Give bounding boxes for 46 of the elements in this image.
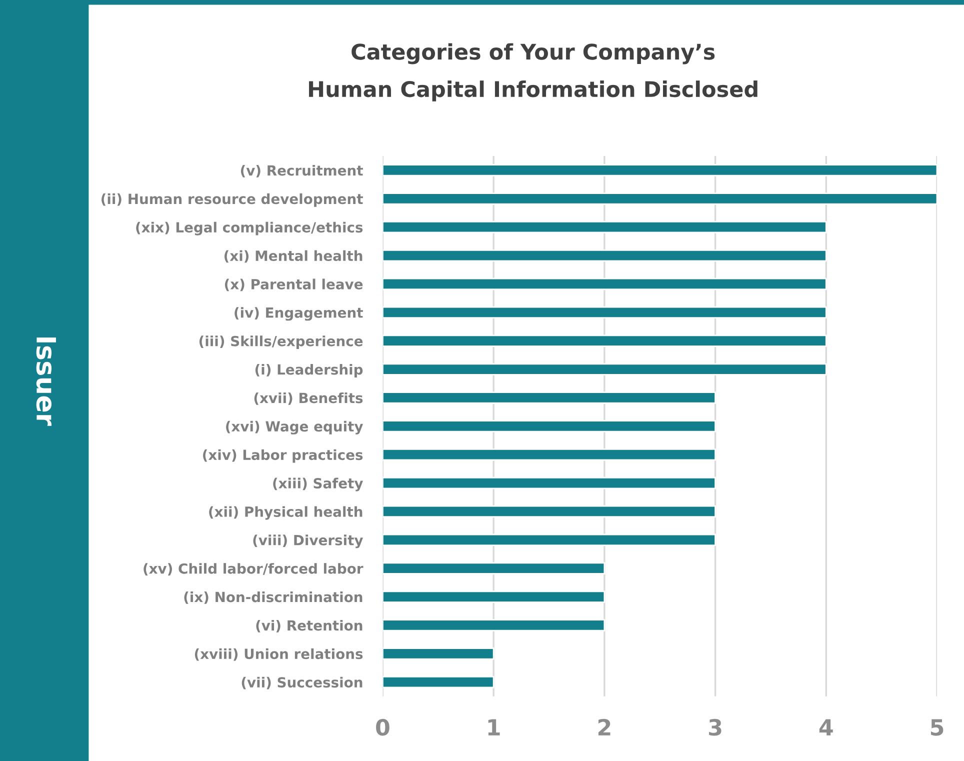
y-tick-label: (xviii) Union relations	[194, 648, 363, 661]
x-tick-label: 2	[598, 718, 610, 736]
y-tick-label: (xiv) Labor practices	[203, 449, 363, 463]
y-tick-label: (viii) Diversity	[253, 534, 364, 548]
bar	[382, 562, 606, 574]
y-tick-label: (iii) Skills/experience	[199, 336, 363, 350]
y-tick-label: (vii) Succession	[242, 676, 362, 690]
y-tick-label: (vi) Retention	[256, 620, 362, 632]
bar	[382, 306, 827, 319]
y-axis-title: Issuer	[36, 337, 56, 426]
bar	[382, 278, 827, 290]
bar	[382, 164, 938, 176]
y-tick-label: (xv) Child labor/forced labor	[144, 563, 364, 576]
bar	[382, 334, 827, 347]
bar	[382, 192, 938, 205]
y-tick-label: (xiii) Safety	[273, 478, 364, 492]
y-tick-label: (xvii) Benefits	[254, 392, 363, 405]
y-tick-label: (xii) Physical health	[209, 506, 362, 520]
bar	[382, 420, 716, 432]
y-tick-label: (ix) Non-discrimination	[184, 592, 362, 604]
bar	[382, 676, 494, 688]
y-tick-label: (xix) Legal compliance/ethics	[136, 222, 363, 236]
bar	[382, 392, 716, 404]
y-tick-label: (ii) Human resource development	[102, 193, 363, 207]
x-tick-label: 0	[376, 718, 390, 736]
bar	[382, 249, 827, 262]
bar	[382, 648, 494, 660]
bar	[382, 221, 827, 234]
bar	[382, 505, 716, 518]
bar	[382, 363, 827, 376]
y-tick-label: (xi) Mental health	[224, 250, 362, 263]
x-tick-label: 1	[488, 719, 500, 736]
bar	[382, 534, 716, 546]
bar	[382, 448, 716, 461]
bar	[382, 590, 606, 603]
y-tick-label: (xvi) Wage equity	[226, 420, 364, 434]
y-tick-label: (i) Leadership	[255, 364, 363, 378]
bar	[382, 619, 606, 632]
bar	[382, 476, 716, 490]
chart-title: Categories of Your Company’s Human Capital Information Disclosed	[309, 43, 758, 102]
y-tick-label: (iv) Engagement	[234, 307, 363, 321]
y-tick-label: (v) Recruitment	[240, 164, 363, 178]
x-tick-label: 3	[709, 718, 722, 736]
x-tick-label: 4	[819, 719, 833, 736]
x-tick-label: 5	[930, 719, 944, 736]
y-tick-label: (x) Parental leave	[224, 278, 363, 292]
